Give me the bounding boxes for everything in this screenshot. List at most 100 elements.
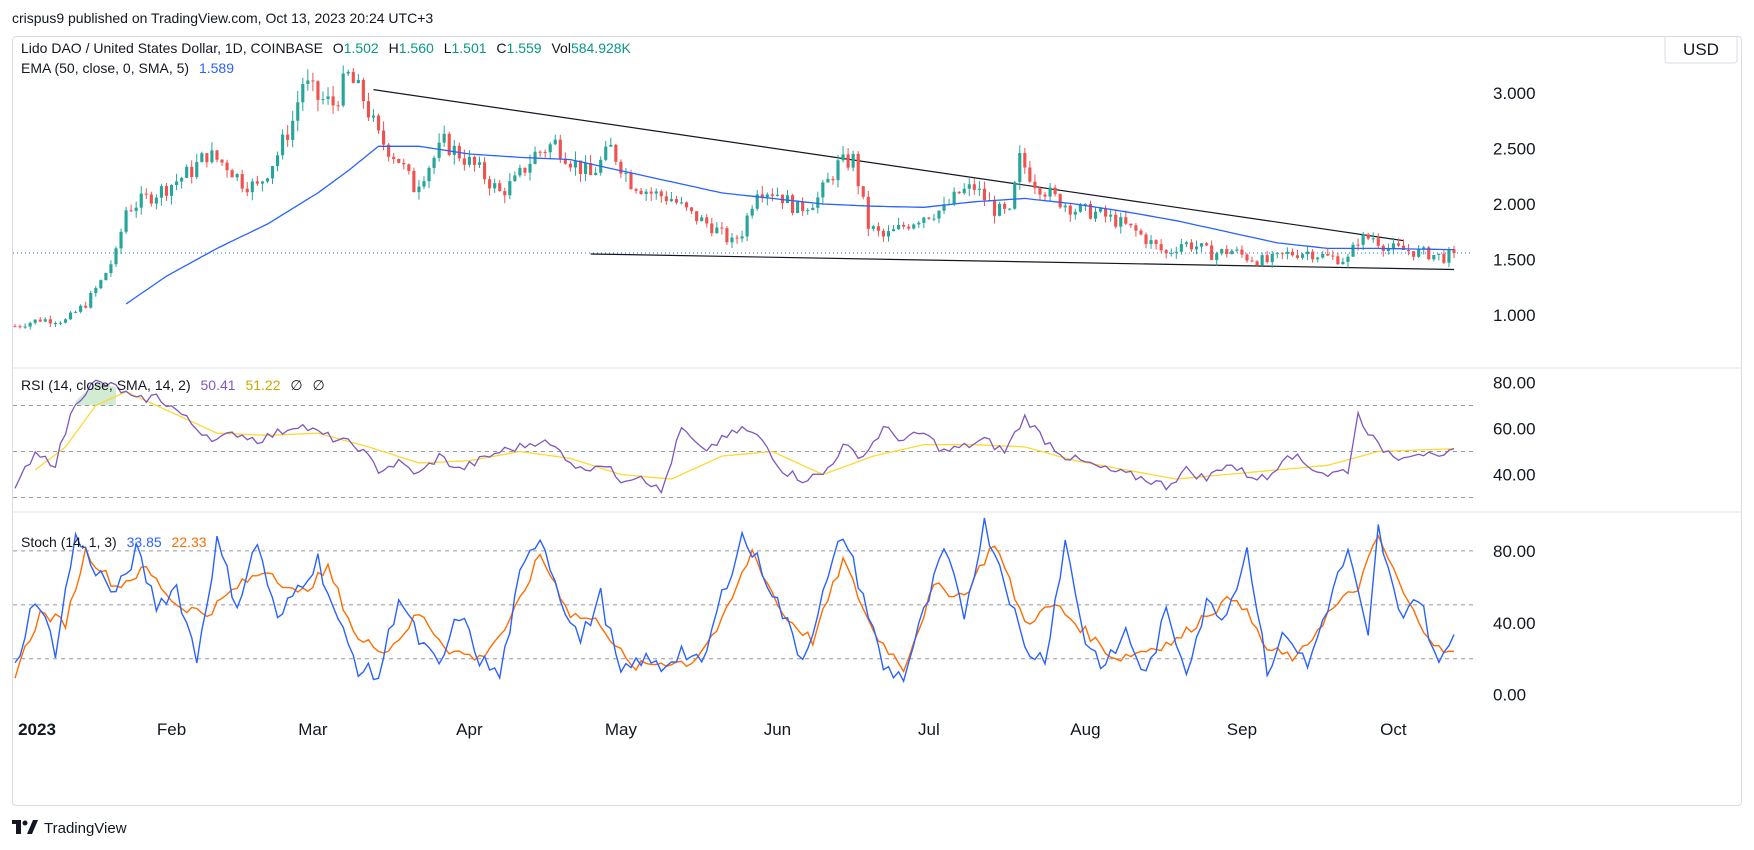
candle <box>1300 252 1305 260</box>
candle-body <box>180 177 184 182</box>
candle <box>952 187 956 207</box>
candle-body <box>1109 214 1113 217</box>
candle-body <box>326 96 330 100</box>
candle <box>483 157 487 185</box>
rsi-header-text: RSI (14, close, SMA, 14, 2) 50.41 51.22 … <box>21 377 325 393</box>
candle-body <box>452 145 456 155</box>
candle <box>659 189 663 203</box>
candle <box>43 317 47 323</box>
candle-body <box>1220 249 1224 254</box>
candle <box>1205 242 1209 247</box>
candle <box>407 163 411 175</box>
candle-body <box>13 326 17 328</box>
chart-frame: 3.000 2.500 2.000 1.500 1.000 80.00 60.00 40.00… <box>12 36 1742 806</box>
candle-body <box>1154 240 1158 245</box>
candle-body <box>341 73 345 106</box>
candle <box>684 201 689 211</box>
candle <box>962 183 966 195</box>
candle <box>558 134 562 164</box>
low-value: 1.501 <box>451 40 486 56</box>
candle <box>1235 246 1239 253</box>
candle-body <box>1068 205 1072 215</box>
candles <box>13 65 1456 330</box>
time-tick-label: Aug <box>1070 720 1100 739</box>
candle <box>710 217 714 237</box>
candle-body <box>1265 255 1269 263</box>
candle <box>912 223 916 230</box>
candle-body <box>674 199 679 203</box>
candle-body <box>185 166 189 178</box>
time-tick-label: Oct <box>1380 720 1407 739</box>
candle <box>1321 250 1325 259</box>
candle-body <box>18 326 22 328</box>
candle <box>185 164 189 179</box>
candle-body <box>1235 249 1239 251</box>
candle-body <box>604 146 608 160</box>
candle <box>987 192 992 202</box>
candle-body <box>538 151 542 153</box>
candle-body <box>735 237 739 239</box>
currency-button-label: USD <box>1683 40 1719 59</box>
rsi-overbought-fill <box>75 382 116 406</box>
candle <box>1285 247 1289 260</box>
candle-body <box>467 156 471 165</box>
candle-body <box>225 162 229 171</box>
candle-body <box>175 181 179 186</box>
candle-body <box>58 322 63 324</box>
candle-body <box>871 226 875 229</box>
candle-body <box>417 186 421 193</box>
candle <box>518 164 522 178</box>
candle-body <box>679 202 684 204</box>
candle-body <box>548 144 552 153</box>
candle-body <box>760 194 764 198</box>
candle-body <box>563 158 567 164</box>
candle-body <box>1321 253 1325 258</box>
candle <box>260 180 264 192</box>
candle <box>982 181 986 207</box>
candle <box>1346 253 1350 268</box>
time-tick-label: Jun <box>764 720 791 739</box>
currency-button[interactable]: USD <box>1664 37 1738 64</box>
footer[interactable]: TradingView <box>12 820 127 837</box>
candle <box>907 224 911 231</box>
candle <box>371 109 376 122</box>
candle <box>1255 260 1259 267</box>
candle <box>1154 239 1158 250</box>
candle-body <box>1164 250 1168 254</box>
candle <box>1134 222 1138 237</box>
candle-body <box>619 161 623 174</box>
candle <box>13 324 17 328</box>
candle-body <box>907 226 911 229</box>
candle <box>578 160 583 182</box>
candle-body <box>644 191 648 195</box>
candle <box>1058 193 1062 209</box>
candle-body <box>558 139 562 159</box>
candle-body <box>119 231 123 249</box>
candle-body <box>1134 225 1138 231</box>
price-tick-label: 1.000 <box>1493 306 1536 325</box>
candle <box>53 321 57 328</box>
candle-body <box>573 160 578 168</box>
candle <box>609 137 613 147</box>
chart-canvas[interactable]: 3.000 2.500 2.000 1.500 1.000 80.00 60.00 40.00… <box>13 37 1742 806</box>
candle-body <box>1280 252 1284 254</box>
candle-body <box>1033 181 1037 189</box>
candle <box>472 155 477 172</box>
candle <box>1179 238 1183 255</box>
candle <box>442 125 446 147</box>
candle-body <box>351 71 355 84</box>
candle-body <box>38 319 42 322</box>
candle <box>1417 244 1421 258</box>
candle-body <box>821 182 825 198</box>
candle-body <box>972 184 976 190</box>
candle-body <box>937 210 941 219</box>
candle-body <box>79 305 83 312</box>
candle <box>967 178 971 197</box>
candle-body <box>149 194 153 204</box>
candle-body <box>1250 260 1254 262</box>
candle-body <box>1447 249 1451 263</box>
candle-body <box>74 311 78 313</box>
candle-body <box>1300 254 1305 258</box>
stoch-k-line <box>14 517 1455 684</box>
candle <box>513 171 517 182</box>
